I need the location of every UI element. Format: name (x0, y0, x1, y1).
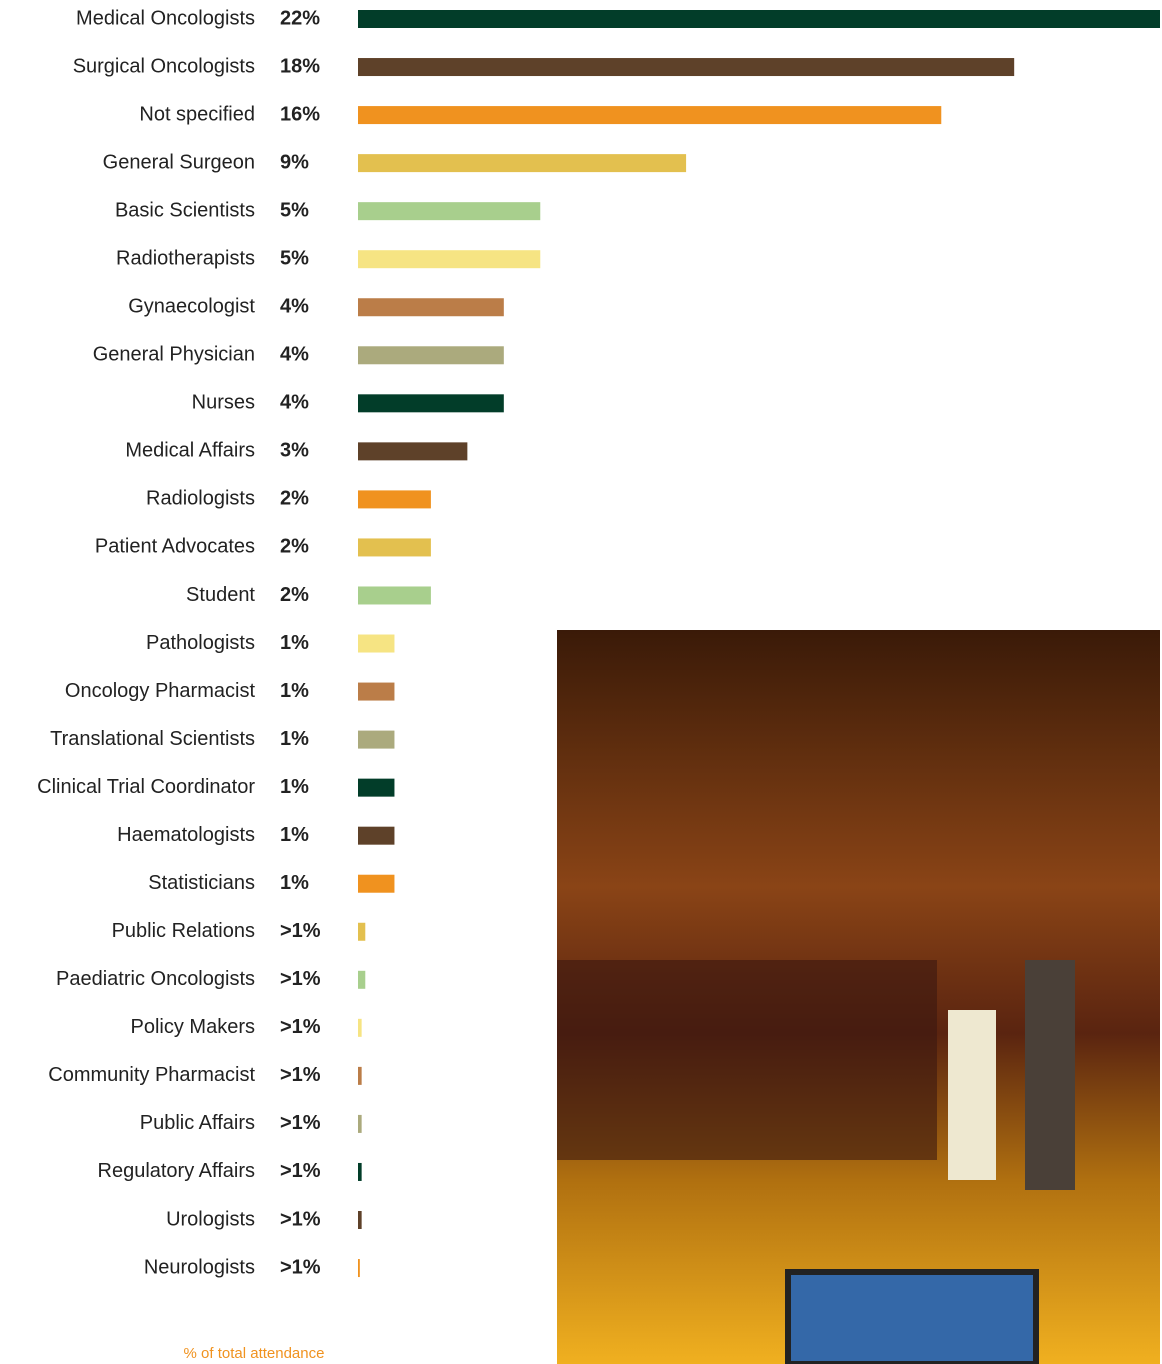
bar (358, 634, 395, 653)
bar (358, 1211, 362, 1229)
value-label: >1% (280, 968, 321, 990)
category-label: Neurologists (144, 1256, 255, 1278)
value-label: 22% (280, 7, 320, 29)
category-label: Surgical Oncologists (73, 55, 255, 77)
value-label: 2% (280, 584, 309, 606)
bar (358, 202, 541, 221)
bar (358, 1018, 362, 1037)
bar (358, 1114, 362, 1133)
category-label: Pathologists (146, 632, 255, 654)
value-label: >1% (280, 920, 321, 942)
category-label: Translational Scientists (50, 728, 255, 750)
category-label: Clinical Trial Coordinator (37, 776, 255, 798)
category-label: Gynaecologist (128, 296, 255, 318)
value-label: 1% (280, 872, 309, 894)
bar (358, 586, 431, 605)
value-label: 9% (280, 151, 309, 173)
value-label: >1% (280, 1064, 321, 1086)
category-label: Medical Oncologists (76, 7, 255, 29)
value-label: 18% (280, 55, 320, 77)
value-label: >1% (280, 1016, 321, 1038)
value-label: 1% (280, 680, 309, 702)
category-label: Oncology Pharmacist (65, 680, 256, 702)
bar (358, 1259, 360, 1278)
value-label: 2% (280, 536, 309, 558)
footnote: % of total attendance (184, 1345, 325, 1362)
bar (358, 778, 395, 797)
screen (785, 1269, 1039, 1364)
category-label: General Physician (93, 344, 255, 366)
category-label: Radiotherapists (116, 247, 255, 269)
category-label: Basic Scientists (115, 199, 255, 221)
category-label: Community Pharmacist (48, 1064, 255, 1086)
value-label: 3% (280, 440, 309, 462)
bar (358, 826, 395, 845)
podium (948, 1010, 996, 1180)
bar (358, 394, 504, 413)
bar (358, 538, 431, 557)
category-label: Radiologists (146, 488, 255, 510)
value-label: >1% (280, 1256, 321, 1278)
category-label: Policy Makers (131, 1016, 255, 1038)
category-label: Nurses (192, 392, 255, 414)
value-label: 5% (280, 199, 309, 221)
value-label: 4% (280, 392, 309, 414)
category-label: Student (186, 584, 255, 606)
value-label: 1% (280, 728, 309, 750)
value-label: 4% (280, 344, 309, 366)
bar (358, 682, 395, 701)
category-label: Not specified (139, 103, 255, 125)
value-label: 2% (280, 488, 309, 510)
bar (358, 1162, 362, 1181)
audience (557, 960, 937, 1160)
bar (358, 1066, 362, 1085)
value-label: >1% (280, 1160, 321, 1182)
category-label: Public Affairs (140, 1112, 255, 1134)
category-label: Statisticians (148, 872, 255, 894)
bar (358, 730, 395, 749)
bar (358, 106, 942, 125)
category-label: Urologists (166, 1208, 255, 1230)
value-label: 1% (280, 776, 309, 798)
category-label: Medical Affairs (125, 440, 255, 462)
bar (358, 346, 504, 365)
bar (358, 874, 395, 893)
bar (358, 10, 1160, 28)
bar (358, 154, 687, 173)
category-label: Haematologists (117, 824, 255, 846)
bar (358, 58, 1015, 77)
category-label: Regulatory Affairs (98, 1160, 256, 1182)
bar (358, 490, 431, 509)
value-label: 16% (280, 103, 320, 125)
speaker (1025, 960, 1075, 1190)
value-label: 4% (280, 296, 309, 318)
category-label: Public Relations (112, 920, 255, 942)
bar (358, 298, 504, 317)
value-label: 1% (280, 824, 309, 846)
bar (358, 250, 541, 269)
value-label: 1% (280, 632, 309, 654)
value-label: >1% (280, 1208, 321, 1230)
category-label: Paediatric Oncologists (56, 968, 255, 990)
bar (358, 442, 468, 461)
category-label: General Surgeon (103, 151, 255, 173)
bar (358, 970, 366, 989)
value-label: 5% (280, 247, 309, 269)
bar (358, 922, 366, 941)
photo (557, 630, 1160, 1364)
value-label: >1% (280, 1112, 321, 1134)
category-label: Patient Advocates (95, 536, 255, 558)
